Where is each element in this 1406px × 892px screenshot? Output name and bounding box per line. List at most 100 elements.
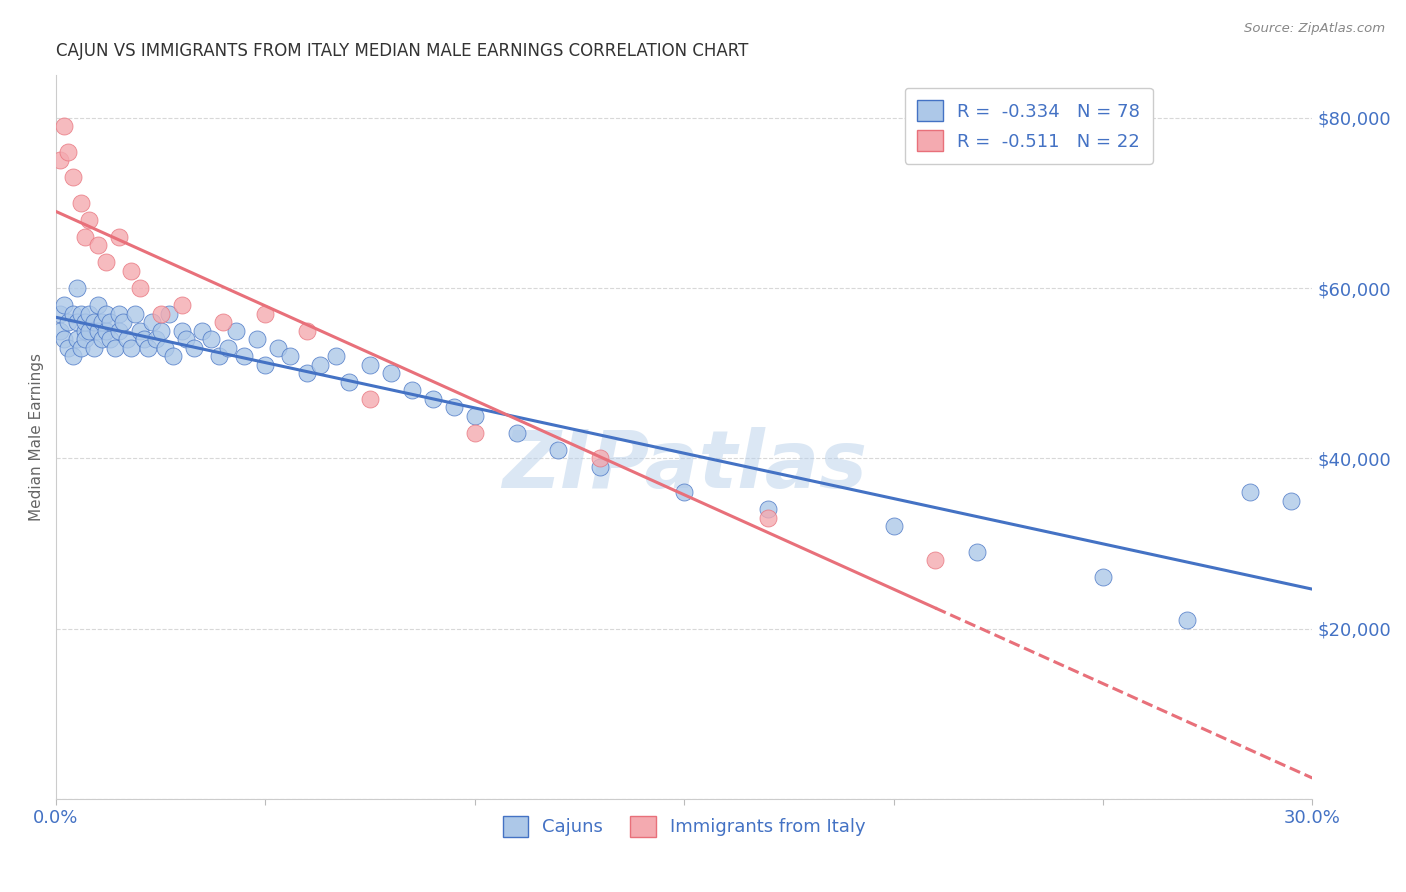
Point (83, 315, 105, 329)
Point (107, 307, 129, 321)
Point (157, 307, 180, 321)
Point (87, 324, 110, 338)
Point (464, 425, 486, 440)
Point (1281, 494, 1303, 508)
Point (49, 307, 72, 321)
Point (107, 324, 129, 338)
Point (70, 195, 93, 210)
Point (280, 349, 302, 363)
Point (75, 324, 97, 338)
Legend: Cajuns, Immigrants from Italy: Cajuns, Immigrants from Italy (495, 809, 873, 844)
Point (170, 298, 193, 312)
Point (547, 442, 569, 457)
Text: Source: ZipAtlas.com: Source: ZipAtlas.com (1244, 22, 1385, 36)
Point (1239, 485, 1261, 500)
Point (208, 349, 231, 363)
Point (62, 170, 84, 185)
Point (62, 349, 84, 363)
Point (267, 341, 290, 355)
Point (107, 230, 129, 244)
Point (325, 349, 347, 363)
Point (359, 392, 381, 406)
Point (94, 324, 117, 338)
Point (70, 341, 93, 355)
Point (756, 511, 779, 525)
Point (53, 332, 76, 346)
Point (115, 332, 138, 346)
Point (149, 307, 172, 321)
Point (174, 332, 197, 346)
Point (966, 545, 988, 559)
Point (191, 324, 214, 338)
Point (924, 553, 946, 567)
Point (359, 358, 381, 372)
Point (401, 383, 423, 397)
Point (94, 255, 117, 269)
Point (233, 349, 256, 363)
Point (1175, 613, 1198, 627)
Point (79, 213, 101, 227)
Point (589, 451, 612, 466)
Point (66, 281, 89, 295)
Point (103, 341, 125, 355)
Point (246, 332, 269, 346)
Point (254, 307, 277, 321)
Point (53, 298, 76, 312)
Point (120, 341, 142, 355)
Point (295, 324, 318, 338)
Point (217, 341, 239, 355)
Point (70, 307, 93, 321)
Point (308, 358, 330, 372)
Point (443, 401, 465, 415)
Point (141, 315, 163, 329)
Point (79, 324, 101, 338)
Point (53, 120, 76, 134)
Point (66, 315, 89, 329)
Point (183, 341, 205, 355)
Point (75, 230, 97, 244)
Point (136, 341, 159, 355)
Point (87, 238, 110, 252)
Point (58, 315, 80, 329)
Point (75, 315, 97, 329)
Point (79, 307, 101, 321)
Point (380, 366, 402, 380)
Point (98, 332, 121, 346)
Point (132, 332, 155, 346)
Point (149, 324, 172, 338)
Point (254, 358, 277, 372)
Point (91, 315, 114, 329)
Point (87, 298, 110, 312)
Point (83, 341, 105, 355)
Point (128, 281, 150, 295)
Point (212, 315, 235, 329)
Point (111, 315, 134, 329)
Point (128, 324, 150, 338)
Y-axis label: Median Male Earnings: Median Male Earnings (30, 353, 44, 521)
Point (124, 307, 146, 321)
Point (505, 425, 527, 440)
Point (589, 459, 612, 474)
Point (170, 324, 193, 338)
Point (120, 264, 142, 278)
Point (422, 392, 444, 406)
Text: ZIPatlas: ZIPatlas (502, 427, 866, 505)
Point (1091, 570, 1114, 584)
Point (200, 332, 222, 346)
Point (75, 332, 97, 346)
Point (94, 307, 117, 321)
Point (883, 519, 905, 533)
Point (49, 153, 72, 168)
Point (145, 332, 167, 346)
Point (225, 324, 247, 338)
Point (66, 332, 89, 346)
Point (464, 409, 486, 423)
Point (58, 145, 80, 159)
Text: CAJUN VS IMMIGRANTS FROM ITALY MEDIAN MALE EARNINGS CORRELATION CHART: CAJUN VS IMMIGRANTS FROM ITALY MEDIAN MA… (56, 42, 748, 60)
Point (162, 349, 184, 363)
Point (98, 315, 121, 329)
Point (58, 341, 80, 355)
Point (62, 307, 84, 321)
Point (756, 502, 779, 516)
Point (153, 341, 176, 355)
